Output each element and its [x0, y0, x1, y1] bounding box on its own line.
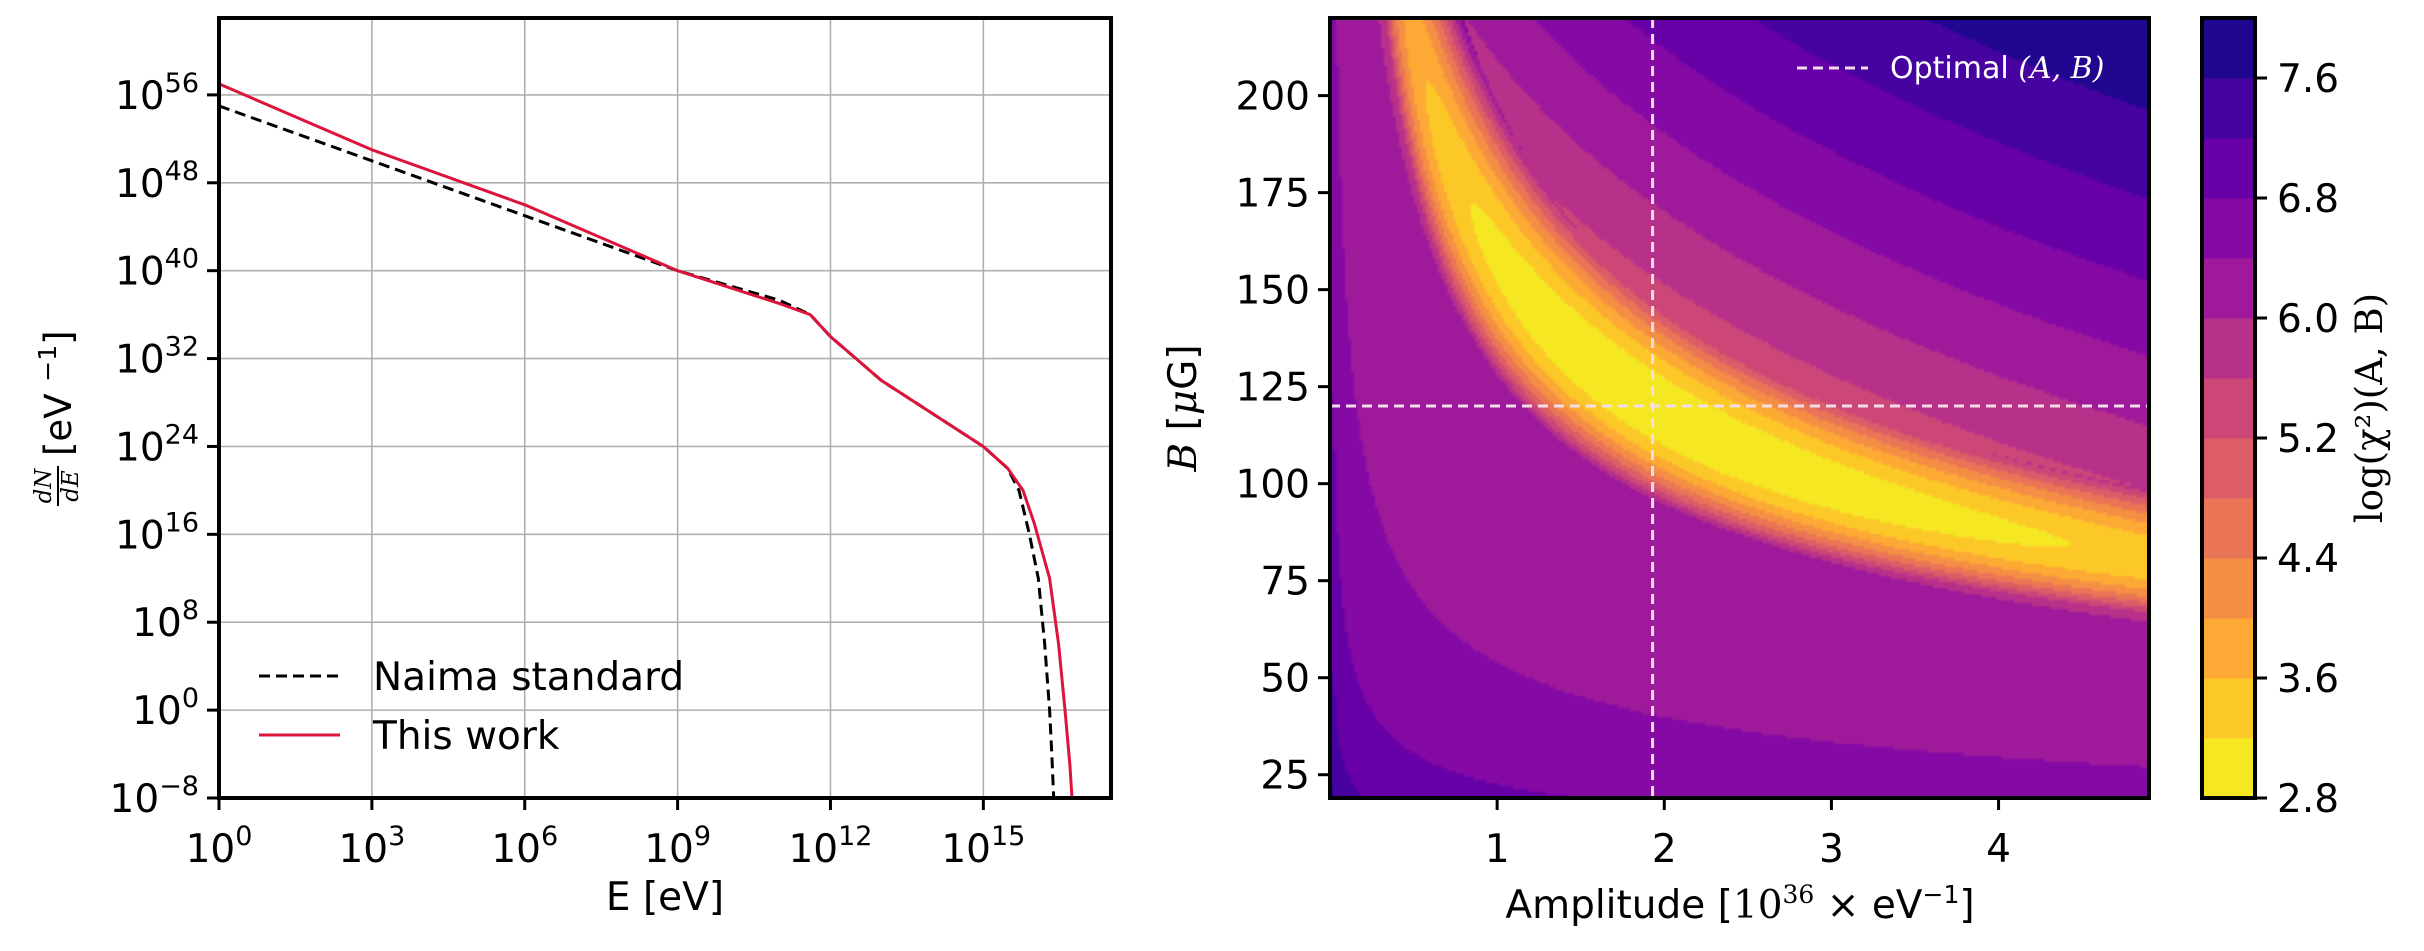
spectrum-frame [217, 16, 1113, 800]
legend-label-optimal-math: (A, B) [2018, 51, 2104, 86]
chi2-y-tick-label: 125 [1236, 366, 1310, 411]
chi2-x-tick-label: 4 [1986, 827, 2011, 872]
chi2-overlay [1330, 18, 2149, 798]
chi2-x-label-exp36: 36 [1783, 880, 1815, 909]
spectrum-y-axis-label: dN dE [eV −1] [31, 330, 84, 506]
y-label-unit: [eV −1] [33, 330, 80, 456]
chi2-y-tick-label: 200 [1236, 75, 1310, 120]
spectrum-lines [219, 82, 1074, 798]
chi2-panel: 1 2 3 4 25 50 75 100 125 150 175 200 Optimal (A, B)… [1161, 16, 2391, 928]
chi2-y-label-open: [ [1161, 415, 1206, 443]
x-tick-label: 109 [644, 821, 711, 872]
colorbar: 2.8 3.6 4.4 5.2 6.0 6.8 7.6 log(χ²)(A, B) [2200, 16, 2391, 822]
chi2-y-tick-label: 75 [1260, 560, 1310, 605]
chi2-y-label-mu: μ [1161, 390, 1206, 415]
y-tick-label: 10−8 [110, 771, 199, 822]
legend-label-this-work: This work [372, 714, 560, 759]
colorbar-band [2202, 738, 2255, 799]
chi2-y-label-unit: G] [1161, 344, 1206, 389]
colorbar-band [2202, 498, 2255, 559]
chi2-y-tick-label: 175 [1236, 172, 1310, 217]
legend-label-optimal: Optimal (A, B) [1890, 51, 2104, 86]
chi2-x-tick-label: 3 [1819, 827, 1844, 872]
y-label-unit-close: ] [37, 330, 80, 344]
spectrum-legend: Naima standard This work [259, 655, 684, 759]
spectrum-grid [218, 18, 1111, 799]
chi2-frame [1328, 16, 2151, 800]
chi2-legend: Optimal (A, B) [1797, 51, 2104, 86]
chi2-y-tick-label: 25 [1260, 754, 1310, 799]
chi2-x-tick-label: 2 [1652, 827, 1677, 872]
colorbar-frame [2200, 16, 2257, 800]
colorbar-band [2202, 18, 2255, 79]
y-tick-label: 1024 [115, 419, 199, 470]
colorbar-band [2202, 78, 2255, 139]
y-label-unit-text: [eV [37, 382, 80, 456]
colorbar-ticks: 2.8 3.6 4.4 5.2 6.0 6.8 7.6 [2255, 57, 2339, 822]
y-tick-label: 1016 [115, 507, 199, 558]
chi2-y-tick-label: 50 [1260, 657, 1310, 702]
chi2-y-tick-label: 100 [1236, 463, 1310, 508]
colorbar-tick-label: 2.8 [2277, 777, 2339, 822]
legend-label-naima: Naima standard [373, 655, 684, 700]
chi2-x-tick-label: 1 [1485, 827, 1510, 872]
chi2-x-label-base: 10 [1733, 883, 1783, 928]
colorbar-band [2202, 438, 2255, 499]
chi2-x-label-exp: −1 [1923, 880, 1960, 909]
x-tick-label: 103 [338, 821, 405, 872]
x-tick-label: 106 [491, 821, 558, 872]
colorbar-label: log(χ²)(A, B) [2348, 293, 2391, 523]
chi2-ticks: 1 2 3 4 25 50 75 100 125 150 175 200 [1236, 75, 2011, 872]
y-label-numerator: dN [31, 468, 57, 504]
colorbar-band [2202, 138, 2255, 199]
y-tick-label: 1032 [115, 332, 199, 383]
colorbar-tick-label: 6.8 [2277, 177, 2339, 222]
x-tick-label: 100 [186, 821, 253, 872]
chi2-x-label-text: Amplitude [ [1505, 883, 1732, 928]
colorbar-tick-label: 6.0 [2277, 297, 2339, 342]
colorbar-band [2202, 558, 2255, 619]
y-label-unit-exp: −1 [33, 345, 62, 382]
colorbar-band [2202, 318, 2255, 379]
chi2-contour-image [1330, 18, 2149, 798]
colorbar-tick-label: 5.2 [2277, 417, 2339, 462]
colorbar-band [2202, 618, 2255, 679]
chi2-x-label-close: ] [1959, 883, 1974, 928]
series-naima-standard [219, 104, 1056, 798]
x-tick-label: 1015 [941, 821, 1025, 872]
spectrum-ticks: 100 103 106 109 1012 101510−81001081016102410… [110, 68, 1026, 872]
y-tick-label: 1056 [115, 68, 199, 119]
colorbar-tick-label: 7.6 [2277, 57, 2339, 102]
chi2-y-label-var: B [1161, 443, 1206, 473]
colorbar-band [2202, 198, 2255, 259]
series-this-work [219, 82, 1074, 798]
chi2-y-axis-label: B [μG] [1161, 344, 1206, 472]
y-tick-label: 100 [132, 683, 199, 734]
chi2-x-axis-label: Amplitude [1036 × eV−1] [1505, 880, 1974, 928]
legend-label-optimal-text: Optimal [1890, 51, 2018, 86]
y-tick-label: 108 [132, 595, 199, 646]
y-tick-label: 1048 [115, 156, 199, 207]
spectrum-x-axis-label: E [eV] [606, 875, 724, 920]
colorbar-tick-label: 4.4 [2277, 537, 2339, 582]
colorbar-tick-label: 3.6 [2277, 657, 2339, 702]
colorbar-band [2202, 378, 2255, 439]
y-label-denominator: dE [58, 470, 84, 502]
chi2-y-tick-label: 150 [1236, 269, 1310, 314]
y-tick-label: 1040 [115, 244, 199, 295]
colorbar-band [2202, 258, 2255, 319]
x-tick-label: 1012 [788, 821, 872, 872]
colorbar-band [2202, 678, 2255, 739]
colorbar-bands [2202, 18, 2255, 799]
spectrum-panel: 100 103 106 109 1012 101510−81001081016102410… [31, 16, 1113, 920]
chi2-x-label-times: × eV [1814, 883, 1922, 928]
